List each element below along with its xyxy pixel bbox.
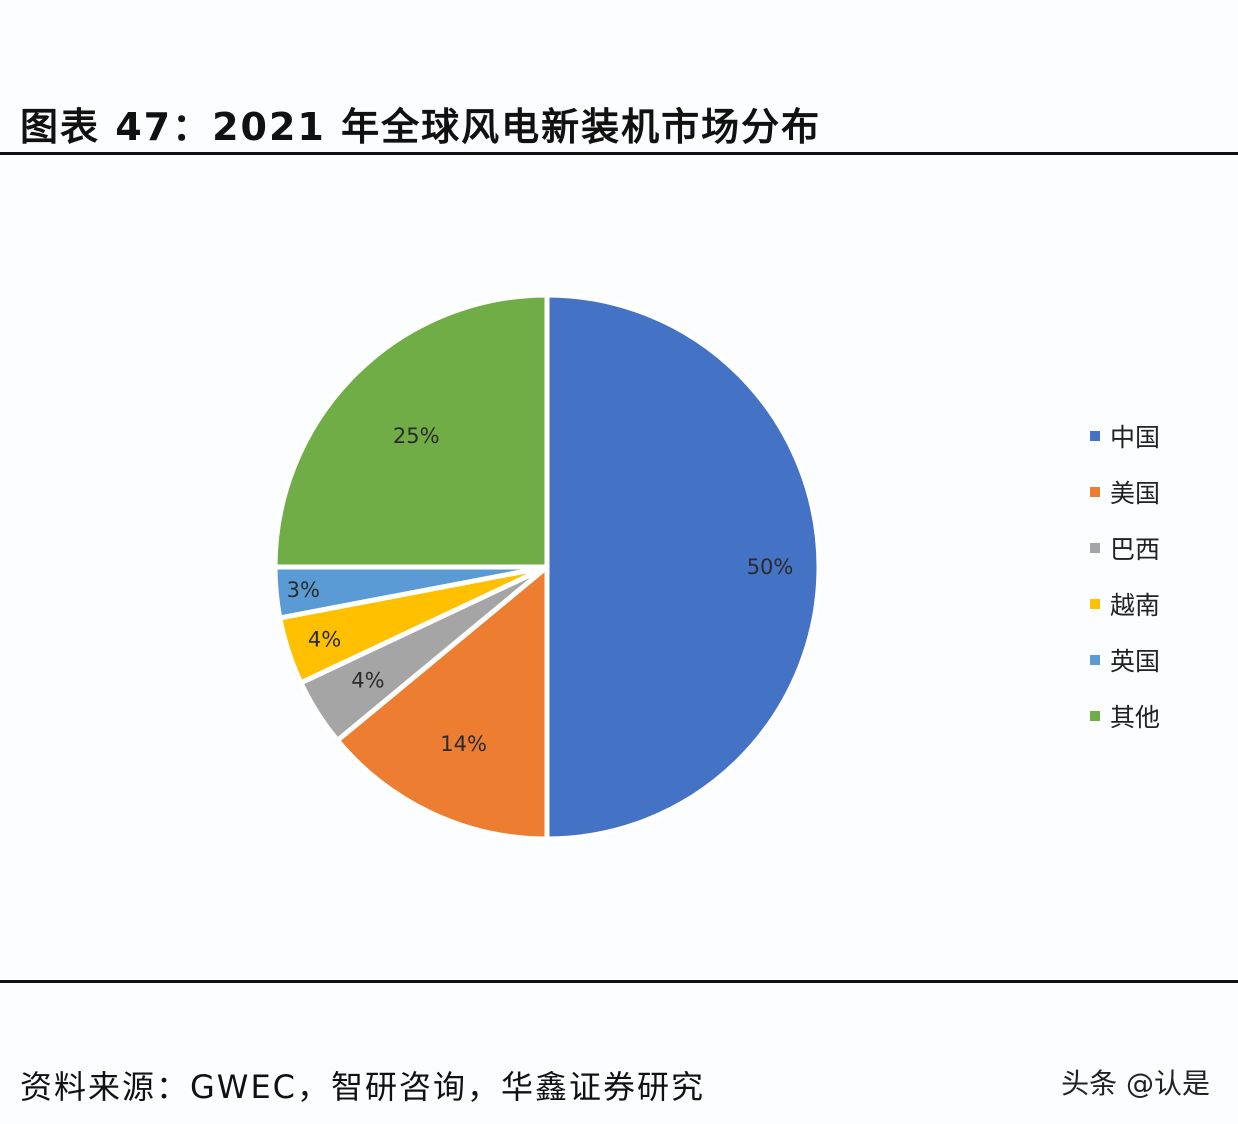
- chart-area: 50% 14% 4% 4% 3% 25% 中国 美国 巴西 越南 英国 其他: [0, 156, 1238, 978]
- pie-slice-usa: [334, 564, 550, 842]
- slice-label-china: 50%: [747, 555, 794, 579]
- slice-label-brazil: 4%: [351, 669, 384, 693]
- legend-swatch: [1090, 431, 1100, 441]
- legend-label: 中国: [1110, 423, 1161, 452]
- legend-label: 其他: [1110, 703, 1161, 732]
- slice-label-uk: 3%: [287, 578, 320, 602]
- legend-swatch: [1090, 599, 1100, 609]
- watermark: 头条 @认是: [1061, 1067, 1210, 1100]
- slice-label-vietnam: 4%: [308, 627, 341, 651]
- legend-swatch: [1090, 655, 1100, 665]
- legend-item-others: 其他: [1090, 688, 1160, 744]
- legend-label: 巴西: [1110, 535, 1161, 564]
- legend-swatch: [1090, 487, 1100, 497]
- chart-title: 图表 47：2021 年全球风电新装机市场分布: [20, 105, 822, 149]
- bottom-divider: [0, 980, 1238, 983]
- slice-label-others: 25%: [393, 424, 440, 448]
- slice-label-usa: 14%: [440, 732, 487, 756]
- pie-slice-china: [544, 292, 822, 842]
- pie-chart: 50% 14% 4% 4% 3% 25%: [272, 292, 822, 842]
- pie-slice-others: [272, 292, 550, 570]
- legend-item-usa: 美国: [1090, 464, 1160, 520]
- top-divider: [0, 152, 1238, 155]
- legend-label: 英国: [1110, 647, 1161, 676]
- legend-swatch: [1090, 711, 1100, 721]
- legend-swatch: [1090, 543, 1100, 553]
- legend-item-china: 中国: [1090, 408, 1160, 464]
- legend-label: 越南: [1110, 591, 1161, 620]
- legend-label: 美国: [1110, 479, 1161, 508]
- source-note: 资料来源：GWEC，智研咨询，华鑫证券研究: [20, 1068, 706, 1106]
- legend-item-uk: 英国: [1090, 632, 1160, 688]
- legend-item-brazil: 巴西: [1090, 520, 1160, 576]
- legend: 中国 美国 巴西 越南 英国 其他: [1090, 408, 1160, 744]
- legend-item-vietnam: 越南: [1090, 576, 1160, 632]
